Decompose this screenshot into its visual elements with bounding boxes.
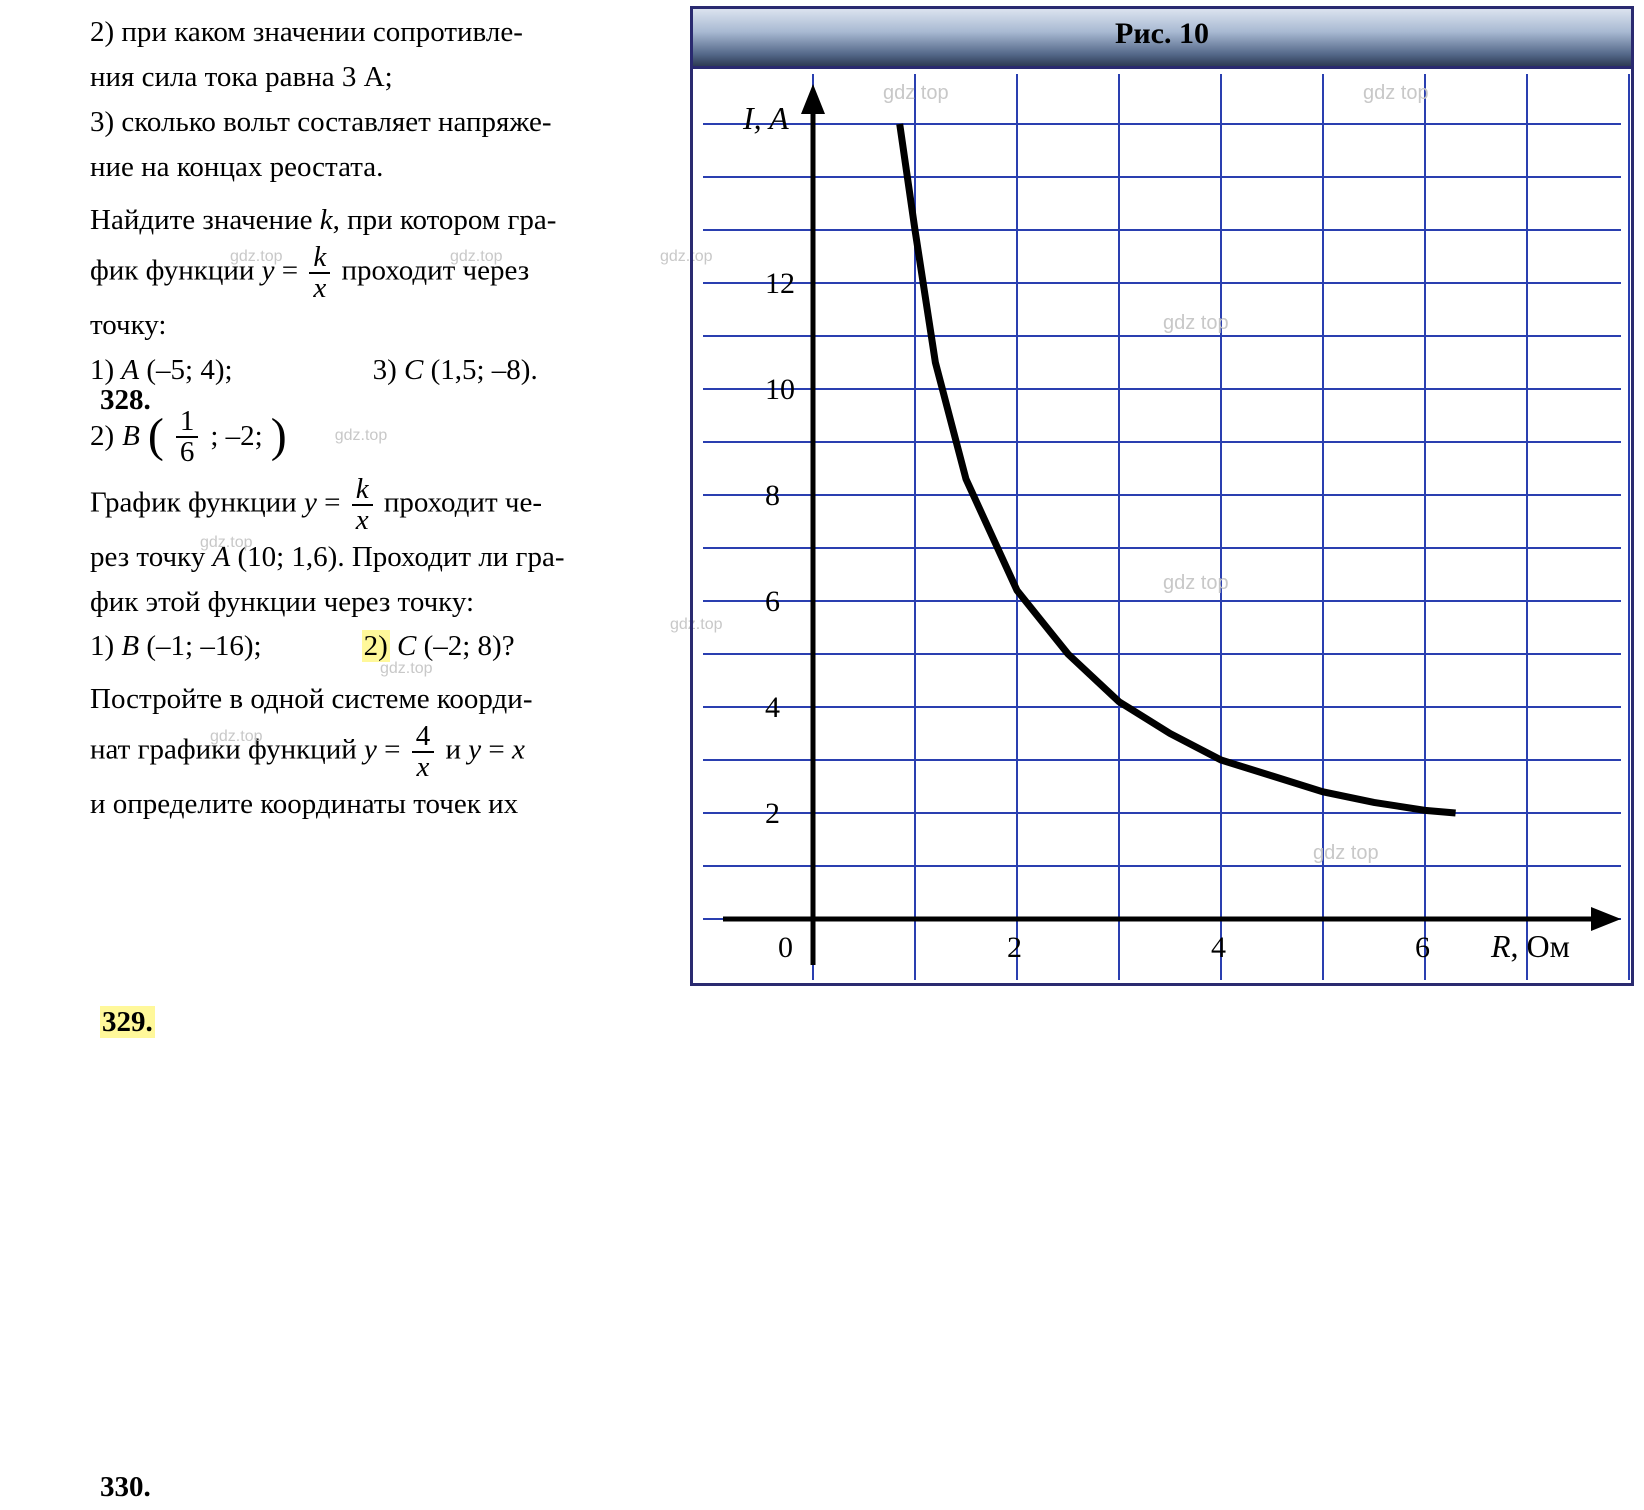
problem-329: 329. График функции y = kx проходит че- … — [90, 475, 660, 670]
watermark: gdz.top — [335, 424, 387, 449]
line: фик этой функции через точку: — [90, 586, 474, 618]
line: , при котором гра- — [333, 204, 557, 236]
paren-l: ( — [148, 417, 164, 455]
line: рез точку — [90, 541, 205, 573]
val: (–5; 4); — [146, 354, 232, 386]
val: (–2; 8)? — [424, 630, 515, 662]
figure-panel: Рис. 10 0 2 4 6 2 4 6 8 10 12 I, A R, Ом gdz top gdz … — [690, 6, 1634, 986]
svg-text:8: 8 — [765, 479, 780, 512]
line: проходит через — [342, 254, 530, 286]
problem-number: 330. — [100, 1465, 151, 1510]
page-root: 2) при каком значении сопротивле- ния си… — [0, 0, 1644, 992]
frac-top: 1 — [176, 407, 199, 438]
item: 3) C (1,5; –8). — [373, 348, 538, 393]
pt: B — [121, 630, 139, 662]
frac-bot: x — [412, 753, 435, 782]
line: Найдите значение — [90, 204, 312, 236]
svg-text:R, Ом: R, Ом — [1490, 928, 1570, 964]
fraction-1-6: 16 — [176, 407, 199, 467]
line: ния сила тока равна 3 А; — [90, 61, 393, 93]
svg-text:4: 4 — [765, 691, 780, 724]
line: График функции — [90, 486, 297, 518]
line: и определите координаты точек их — [90, 788, 518, 820]
eq: = — [317, 486, 348, 518]
svg-text:2: 2 — [1007, 931, 1022, 964]
val: (–1; –16); — [146, 630, 261, 662]
line: точку: — [90, 309, 166, 341]
svg-text:gdz top: gdz top — [1363, 82, 1429, 104]
item: 1) B (–1; –16); — [90, 624, 262, 669]
svg-text:12: 12 — [765, 267, 795, 300]
frac-top: k — [309, 243, 330, 274]
paren-r: ) — [271, 417, 287, 455]
svg-text:gdz top: gdz top — [883, 82, 949, 104]
var-y: y — [304, 486, 317, 518]
fraction-k-over-x: kx — [352, 475, 373, 535]
problem-328: 328. Найдите значение k, при котором гра… — [90, 198, 660, 467]
var-k: k — [320, 204, 333, 236]
idx: 2) — [362, 630, 390, 662]
pt: A — [213, 541, 231, 573]
eq: = — [481, 734, 512, 766]
idx: 3) — [373, 354, 397, 386]
var-y: y — [468, 734, 481, 766]
item: 2) C (–2; 8)? — [362, 624, 515, 669]
pt: C — [404, 354, 423, 386]
pt: C — [397, 630, 416, 662]
var-y: y — [364, 734, 377, 766]
problem-number: 328. — [100, 378, 151, 423]
val: ; –2; — [210, 414, 262, 459]
svg-text:I, A: I, A — [742, 100, 789, 136]
hl: 329. — [100, 1006, 155, 1038]
sub-items: 1) A (–5; 4); 3) C (1,5; –8). 2) B ( 16 … — [90, 348, 660, 467]
svg-text:6: 6 — [765, 585, 780, 618]
problem-number: 329. — [100, 1000, 155, 1045]
sub-row: 1) A (–5; 4); 3) C (1,5; –8). — [90, 348, 660, 393]
frac-top: k — [352, 475, 373, 506]
line: и — [445, 734, 461, 766]
svg-text:0: 0 — [778, 931, 793, 964]
text-column: 2) при каком значении сопротивле- ния си… — [0, 0, 680, 992]
figure-title: Рис. 10 — [693, 9, 1631, 69]
problem-327-part: 2) при каком значении сопротивле- ния си… — [90, 10, 660, 190]
line: 3) сколько вольт составляет напряже- — [90, 106, 552, 138]
frac-bot: x — [352, 506, 373, 535]
problem-330: 330. Постройте в одной системе коорди- g… — [90, 677, 660, 827]
svg-text:4: 4 — [1211, 931, 1226, 964]
frac-top: 4 — [412, 722, 435, 753]
fraction-4-x: 4x — [412, 722, 435, 782]
graph-area: 0 2 4 6 2 4 6 8 10 12 I, A R, Ом gdz top gdz top gdz t… — [693, 69, 1631, 983]
svg-text:6: 6 — [1415, 931, 1430, 964]
frac-bot: 6 — [176, 438, 199, 467]
line: Постройте в одной системе коорди- — [90, 683, 532, 715]
idx: 1) — [90, 630, 114, 662]
line: проходит че- — [384, 486, 542, 518]
graph-svg: 0 2 4 6 2 4 6 8 10 12 I, A R, Ом gdz top gdz top gdz t… — [693, 69, 1631, 985]
eq: = — [275, 254, 306, 286]
eq: = — [377, 734, 408, 766]
frac-bot: x — [309, 274, 330, 303]
val: (1,5; –8). — [431, 354, 538, 386]
line: 2) при каком значении сопротивле- — [90, 16, 523, 48]
item: 2) B ( 16 ; –2; ) gdz.top — [90, 407, 660, 467]
var-x: x — [512, 734, 525, 766]
val: (10; 1,6). Проходит ли гра- — [237, 541, 564, 573]
var-y: y — [262, 254, 275, 286]
sub-row: 1) B (–1; –16); 2) C (–2; 8)? — [90, 624, 660, 669]
svg-text:gdz top: gdz top — [1163, 572, 1229, 594]
svg-text:gdz top: gdz top — [1313, 842, 1379, 864]
fraction-k-over-x: kx — [309, 243, 330, 303]
line: ние на концах реостата. — [90, 151, 383, 183]
svg-text:10: 10 — [765, 373, 795, 406]
line: фик функции — [90, 254, 254, 286]
svg-text:gdz top: gdz top — [1163, 312, 1229, 334]
svg-text:2: 2 — [765, 797, 780, 830]
line: нат графики функций — [90, 734, 357, 766]
